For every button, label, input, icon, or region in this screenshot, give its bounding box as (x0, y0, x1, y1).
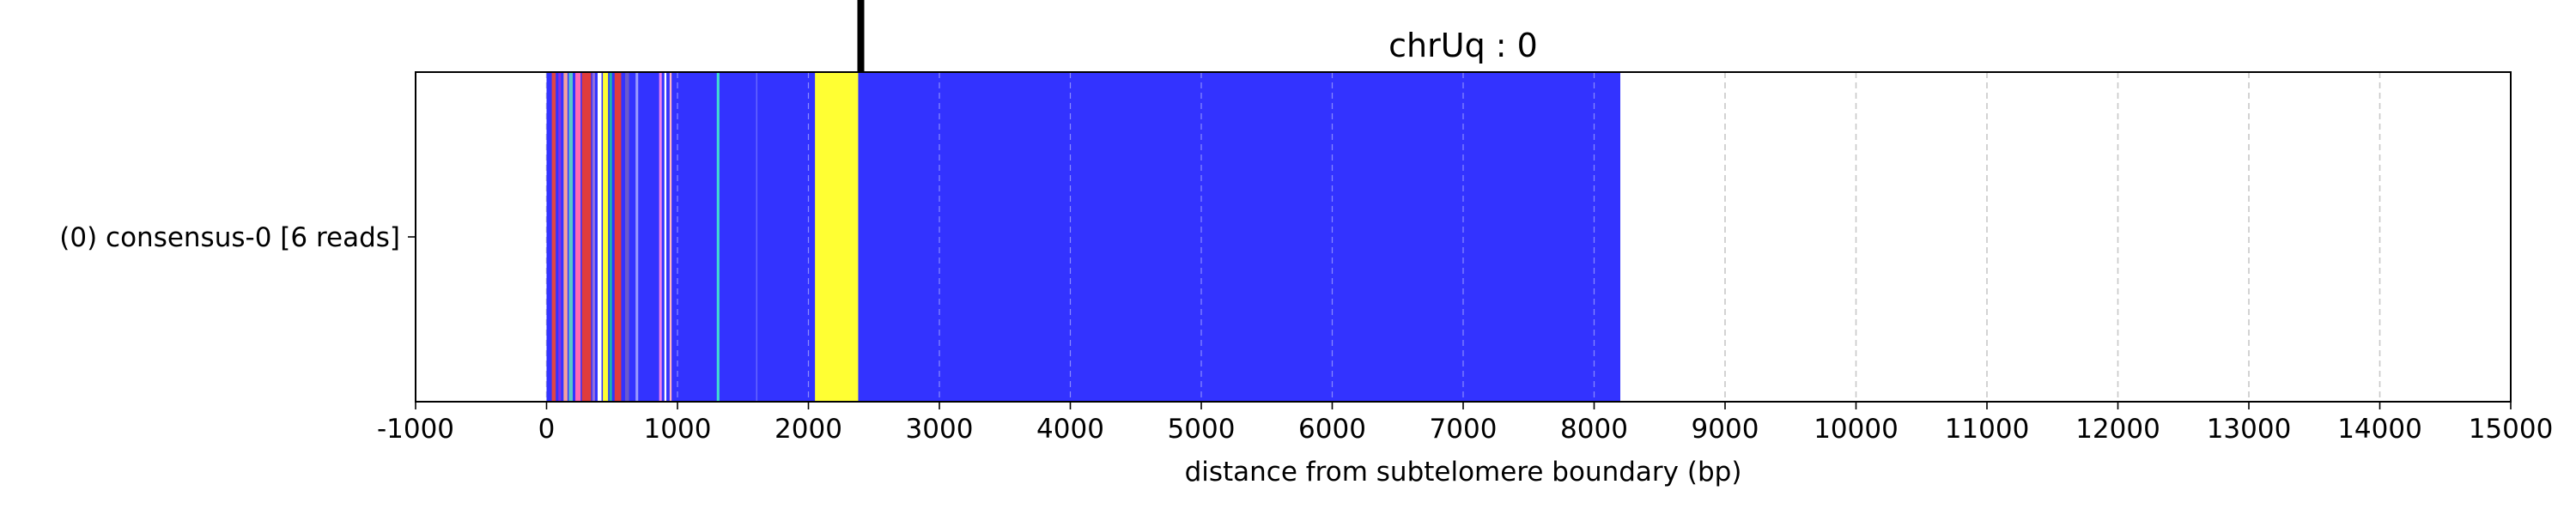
track-segment (551, 72, 556, 402)
x-tick-label: 7000 (1430, 414, 1498, 445)
x-tick-label: 13000 (2207, 414, 2292, 445)
track-segment (659, 72, 662, 402)
x-tick-label: 3000 (906, 414, 974, 445)
x-tick-label: 4000 (1036, 414, 1104, 445)
x-tick-label: 2000 (775, 414, 842, 445)
track-segment (609, 72, 612, 402)
track-segment (614, 72, 622, 402)
track-segment (669, 72, 672, 402)
x-tick-label: 15000 (2469, 414, 2554, 445)
track-segment (815, 72, 859, 402)
track-bar (546, 72, 1620, 402)
x-tick-label: 12000 (2075, 414, 2160, 445)
x-tick-label: 11000 (1945, 414, 2030, 445)
track-segment (575, 72, 581, 402)
x-tick-label: 5000 (1168, 414, 1236, 445)
track-segment (581, 72, 592, 402)
track-segment (635, 72, 639, 402)
x-tick-label: 8000 (1560, 414, 1628, 445)
track-segment (563, 72, 568, 402)
track-segment (597, 72, 602, 402)
y-tick-label: (0) consensus-0 [6 reads] (59, 222, 400, 253)
track-segment (603, 72, 609, 402)
x-tick-label: 9000 (1692, 414, 1759, 445)
track-segment (625, 72, 629, 402)
x-tick-label: 6000 (1298, 414, 1366, 445)
track-segment (756, 72, 758, 402)
x-tick-label: -1000 (377, 414, 454, 445)
chart-title: chrUq : 0 (1388, 27, 1538, 64)
track-segment (664, 72, 667, 402)
track-segment (558, 72, 562, 402)
track-segment (716, 72, 720, 402)
track-segment (592, 72, 595, 402)
x-tick-label: 1000 (644, 414, 712, 445)
x-tick-label: 14000 (2337, 414, 2422, 445)
x-axis-label: distance from subtelomere boundary (bp) (1185, 457, 1742, 488)
track-segment (568, 72, 573, 402)
x-tick-label: 0 (538, 414, 556, 445)
x-tick-label: 10000 (1814, 414, 1899, 445)
